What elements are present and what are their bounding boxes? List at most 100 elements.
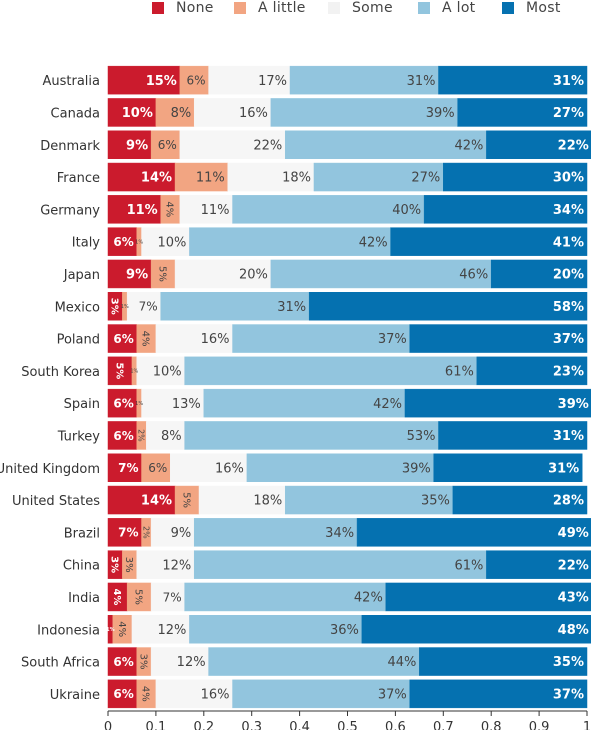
bar-segment-some [198,485,286,515]
category-label: United States [12,494,100,509]
bar-segment-a-lot [270,98,458,127]
data-label: 44% [387,655,416,670]
legend-label: Some [352,0,393,16]
data-label: 3% [123,557,134,573]
legend-swatch [328,2,340,14]
bar-segment-most [486,550,591,579]
legend-item: Most [502,0,561,16]
data-label: 58% [553,300,584,315]
category-label: France [57,171,100,186]
data-label: 42% [373,397,402,412]
bar-segment-most [361,615,591,644]
bar-segment-a-lot [193,550,487,579]
legend-swatch [502,2,514,14]
category-label: Denmark [40,139,100,154]
x-tick-label: 0.5 [337,720,358,730]
legend-item: A lot [418,0,475,16]
category-label: Ukraine [50,688,100,703]
bar-segment-none [107,162,176,192]
data-label: 20% [553,268,584,283]
data-labels-group: 15% 6% 17% 31% 31% 10% 8% 16% 39% 27% 9% 6% 22% 42% 22… [106,73,589,702]
x-tick-label: 0.2 [193,720,214,730]
data-label: 48% [558,623,589,638]
data-label: 6% [113,332,133,346]
bar-segment-most [486,130,591,159]
bar-segment-some [141,227,190,256]
bar-segment-some [179,195,233,224]
data-label: 16% [201,332,230,347]
data-label: 39% [426,106,455,121]
bar-segment-some [126,292,161,321]
bar-segment-most [443,162,588,192]
bar-segment-some [146,421,185,450]
bar-segment-a-lot [203,388,406,418]
data-label: 1% [130,369,138,375]
data-label: 4% [111,588,122,605]
legend-label: A little [258,0,306,16]
category-label: Turkey [57,429,101,444]
data-label: 22% [253,138,282,153]
data-label: 9% [171,526,192,541]
data-label: 53% [407,429,436,444]
category-label: Indonesia [37,623,100,638]
category-label: Japan [63,268,100,283]
bar-segment-a-little [155,98,195,127]
data-label: 27% [553,106,584,121]
bar-segment-most [438,65,588,95]
bar-segment-a-lot [270,259,492,289]
data-label: 18% [253,494,282,509]
data-label: 3% [137,654,148,670]
bar-segment-a-lot [232,324,411,353]
bar-segment-some [170,453,248,482]
bar-segment-a-lot [284,485,454,515]
bar-segment-most [404,388,591,418]
bar-segment-most [409,324,588,353]
data-label: 15% [146,74,177,89]
bar-segment-a-lot [208,647,420,676]
x-axis: 0 0.1 0.2 0.3 0.4 0.5 0.6 0.7 0.8 0.9 1 [104,710,591,730]
bar-segment-some [155,324,233,353]
bar-segment-most [423,195,588,224]
legend-item: None [152,0,214,16]
category-label: India [68,591,100,606]
data-label: 11% [196,171,225,186]
data-label: 16% [215,461,244,476]
data-label: 2% [137,429,146,442]
category-label: Italy [72,236,101,251]
bar-segment-a-lot [313,162,444,192]
data-label: 42% [359,235,388,250]
bar-segment-none [107,98,157,127]
data-label: 14% [141,494,172,509]
data-label: 16% [201,688,230,703]
bar-segment-a-lot [189,615,363,644]
data-label: 37% [378,332,407,347]
data-label: 39% [402,461,431,476]
legend-label: Most [526,0,561,16]
bar-segment-most [390,227,588,256]
data-label: 17% [258,74,287,89]
bar-segment-most [409,679,588,709]
data-label: 6% [113,655,133,669]
data-label: 35% [421,494,450,509]
bar-segment-some [136,356,185,386]
bar-segment-some [179,130,286,159]
data-label: 7% [118,461,138,475]
data-label: 18% [282,171,311,186]
data-label: 4% [164,201,175,217]
category-label: Spain [64,397,100,412]
bar-segment-none [107,195,161,224]
category-label: Poland [57,333,100,348]
bar-segment-a-lot [232,195,425,224]
x-tick-label: 0 [104,720,112,730]
bar-segment-some [174,259,272,289]
data-label: 39% [558,397,589,412]
data-label: 14% [141,171,172,186]
bar-segment-a-lot [232,679,411,709]
data-label: 5% [133,589,144,605]
bar-segment-most [419,647,588,676]
data-label: 12% [158,623,187,638]
data-label: 1% [135,401,143,407]
data-label: 6% [187,73,206,87]
x-tick-label: 0.3 [241,720,262,730]
bar-segment-a-little [141,453,171,482]
